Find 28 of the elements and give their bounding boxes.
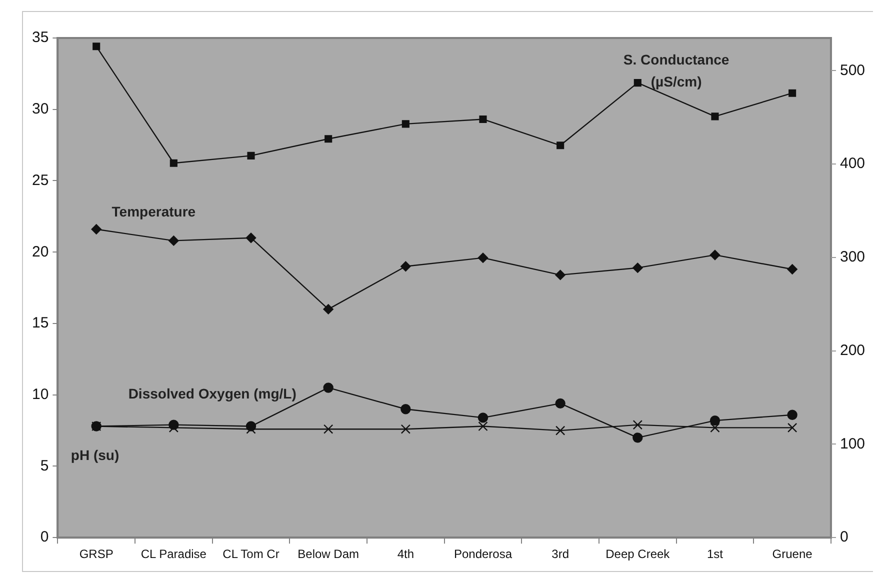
series-label: pH (su) <box>70 447 120 464</box>
x-tick-label: 1st <box>706 547 724 562</box>
y-tick-label: 30 <box>32 100 49 118</box>
x-tick-label: Gruene <box>772 547 813 562</box>
y2-tick-label: 0 <box>840 528 848 546</box>
y2-tick-label: 300 <box>840 248 866 266</box>
y2-tick-label: 100 <box>840 435 866 452</box>
y-tick-label: 15 <box>32 314 49 332</box>
y-tick-label: 20 <box>32 243 49 260</box>
x-tick-label: GRSP <box>79 547 114 562</box>
x-tick-label: CL Paradise <box>140 547 207 562</box>
x-tick-label: Below Dam <box>298 547 360 562</box>
y-tick-label: 25 <box>32 172 49 189</box>
y-tick-label: 0 <box>40 528 49 546</box>
series-label: Dissolved Oxygen (mg/L) <box>128 386 296 402</box>
x-tick-label: 3rd <box>552 547 569 562</box>
y2-tick-label: 400 <box>840 155 866 172</box>
x-tick-label: 4th <box>397 547 414 562</box>
y2-tick-label: 200 <box>840 342 866 359</box>
x-tick-label: Ponderosa <box>454 547 512 562</box>
series-label: S. Conductance (µS/cm) <box>623 52 730 90</box>
y-tick-label: 35 <box>32 29 49 46</box>
x-tick-label: CL Tom Cr <box>222 547 280 562</box>
y2-tick-label: 500 <box>840 62 866 79</box>
series-label: Temperature <box>112 204 196 220</box>
y-tick-label: 10 <box>32 386 49 403</box>
y-tick-label: 5 <box>40 457 49 474</box>
x-tick-label: Deep Creek <box>606 547 671 562</box>
